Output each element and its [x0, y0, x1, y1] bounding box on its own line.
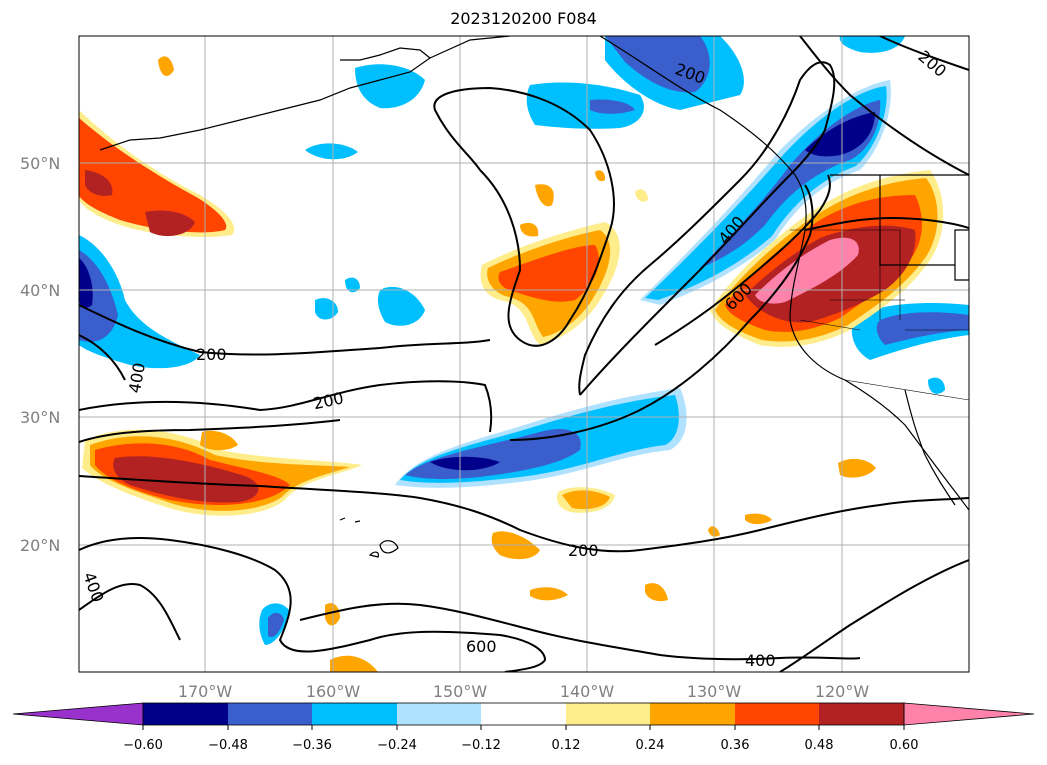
positive-anomaly-region — [145, 210, 195, 237]
negative-anomaly-region — [876, 312, 969, 345]
height-contours — [79, 36, 969, 672]
colorbar-tick-label: 0.12 — [552, 738, 581, 753]
negative-anomaly-region — [605, 36, 710, 93]
positive-anomaly-region — [113, 456, 259, 503]
positive-anomaly-region — [562, 490, 610, 510]
negative-anomaly-region — [305, 143, 358, 160]
lat-label: 20°N — [20, 536, 60, 555]
positive-anomaly-region — [535, 184, 554, 207]
negative-anomaly-region — [79, 235, 200, 369]
positive-anomaly-region — [645, 583, 668, 602]
state-boundaries — [790, 229, 969, 401]
lon-label: 130°W — [687, 682, 742, 701]
positive-anomaly-region — [330, 655, 378, 672]
map-frame — [78, 35, 970, 673]
longitude-labels: 170°W 160°W 150°W 140°W 130°W 120°W — [178, 682, 870, 701]
positive-anomaly-region — [79, 118, 227, 233]
colorbar-tick-label: −0.48 — [208, 738, 248, 753]
colorbar-segment — [735, 703, 819, 725]
negative-anomaly-region — [526, 82, 644, 129]
positive-anomaly-region — [520, 222, 539, 237]
positive-anomaly-region — [530, 587, 568, 601]
shaded-anomaly-fields — [79, 36, 969, 672]
positive-anomaly-region — [200, 430, 238, 451]
negative-anomaly-region — [590, 99, 635, 114]
positive-anomaly-region — [85, 170, 113, 196]
contour-label: 200 — [196, 345, 227, 364]
positive-anomaly-region — [745, 513, 772, 525]
positive-anomaly-region — [838, 458, 876, 478]
negative-anomaly-region — [377, 286, 425, 326]
colorbar-segment — [143, 703, 228, 725]
negative-anomaly-region — [805, 112, 875, 157]
lon-label: 170°W — [178, 682, 233, 701]
negative-anomaly-region — [268, 612, 284, 638]
colorbar-ticks — [142, 725, 905, 730]
colorbar-tick-label: 0.48 — [805, 738, 834, 753]
contour-label: 600 — [466, 637, 497, 656]
negative-anomaly-region — [79, 258, 93, 308]
colorbar-tick-label: 0.60 — [890, 738, 919, 753]
lon-label: 150°W — [433, 682, 488, 701]
latitude-labels: 50°N 40°N 30°N 20°N — [20, 154, 60, 555]
colorbar-segment — [312, 703, 397, 725]
positive-anomaly-region — [755, 237, 859, 304]
colorbar: −0.60 −0.48 −0.36 −0.24 −0.12 0.12 0.24 … — [12, 702, 1035, 753]
lat-label: 50°N — [20, 154, 60, 173]
map-title: 2023120200 F084 — [450, 9, 597, 28]
contour-label: 400 — [745, 651, 776, 670]
colorbar-tick-label: −0.36 — [292, 738, 332, 753]
positive-anomaly-region — [498, 245, 599, 302]
negative-anomaly-region — [430, 456, 500, 471]
lat-label: 40°N — [20, 281, 60, 300]
colorbar-tick-label: 0.36 — [721, 738, 750, 753]
map-panel: 200 200 200 200 400 400 400 400 600 600 … — [79, 36, 969, 672]
colorbar-tick-label: −0.60 — [123, 738, 163, 753]
contour-label: 200 — [568, 541, 599, 560]
colorbar-tick-label: −0.12 — [461, 738, 501, 753]
colorbar-segment — [566, 703, 650, 725]
colorbar-min-extend — [12, 702, 144, 726]
colorbar-segment — [819, 703, 904, 725]
negative-anomaly-region — [928, 377, 945, 394]
negative-anomaly-region — [355, 64, 425, 109]
map-gridlines — [79, 36, 969, 672]
colorbar-tick-label: −0.24 — [377, 738, 417, 753]
colorbar-segment — [397, 703, 481, 725]
negative-anomaly-region — [345, 277, 360, 293]
colorbar-tick-labels: −0.60 −0.48 −0.36 −0.24 −0.12 0.12 0.24 … — [123, 738, 918, 753]
colorbar-segment — [481, 703, 566, 725]
colorbar-max-extend — [903, 702, 1035, 726]
colorbar-frame — [142, 702, 905, 726]
positive-anomaly-region — [158, 56, 174, 76]
lon-label: 140°W — [560, 682, 615, 701]
lat-label: 30°N — [20, 408, 60, 427]
negative-anomaly-region — [315, 298, 338, 320]
colorbar-segment — [650, 703, 735, 725]
positive-anomaly-region — [635, 189, 648, 202]
lon-label: 120°W — [815, 682, 870, 701]
positive-anomaly-region — [595, 170, 606, 182]
colorbar-tick-label: 0.24 — [636, 738, 665, 753]
lon-label: 160°W — [306, 682, 361, 701]
colorbar-segment — [228, 703, 312, 725]
